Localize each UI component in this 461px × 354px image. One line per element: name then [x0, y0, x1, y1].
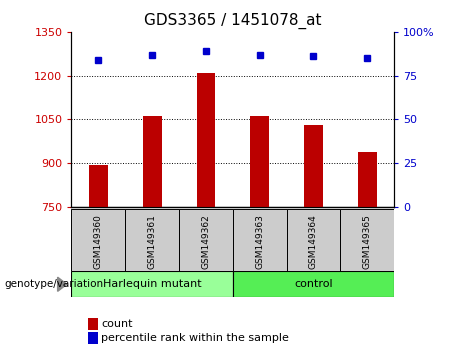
- Bar: [179, 209, 233, 271]
- Title: GDS3365 / 1451078_at: GDS3365 / 1451078_at: [144, 13, 322, 29]
- Bar: [304, 125, 323, 207]
- Bar: [88, 318, 98, 330]
- Text: Harlequin mutant: Harlequin mutant: [103, 279, 201, 289]
- Text: GSM149362: GSM149362: [201, 214, 210, 269]
- Text: GSM149365: GSM149365: [363, 214, 372, 269]
- Bar: [89, 165, 108, 207]
- Bar: [125, 209, 179, 271]
- Text: GSM149361: GSM149361: [148, 214, 157, 269]
- Bar: [340, 209, 394, 271]
- Text: GSM149360: GSM149360: [94, 214, 103, 269]
- Text: genotype/variation: genotype/variation: [5, 279, 104, 289]
- Bar: [233, 209, 287, 271]
- Bar: [71, 271, 233, 297]
- Bar: [71, 209, 125, 271]
- Bar: [233, 271, 394, 297]
- Bar: [88, 332, 98, 344]
- Bar: [358, 152, 377, 207]
- Polygon shape: [58, 277, 67, 291]
- Bar: [196, 73, 215, 207]
- Text: count: count: [101, 319, 133, 329]
- Text: GSM149364: GSM149364: [309, 214, 318, 269]
- Bar: [143, 116, 161, 207]
- Text: GSM149363: GSM149363: [255, 214, 264, 269]
- Bar: [287, 209, 340, 271]
- Bar: [250, 116, 269, 207]
- Text: percentile rank within the sample: percentile rank within the sample: [101, 333, 290, 343]
- Text: control: control: [294, 279, 333, 289]
